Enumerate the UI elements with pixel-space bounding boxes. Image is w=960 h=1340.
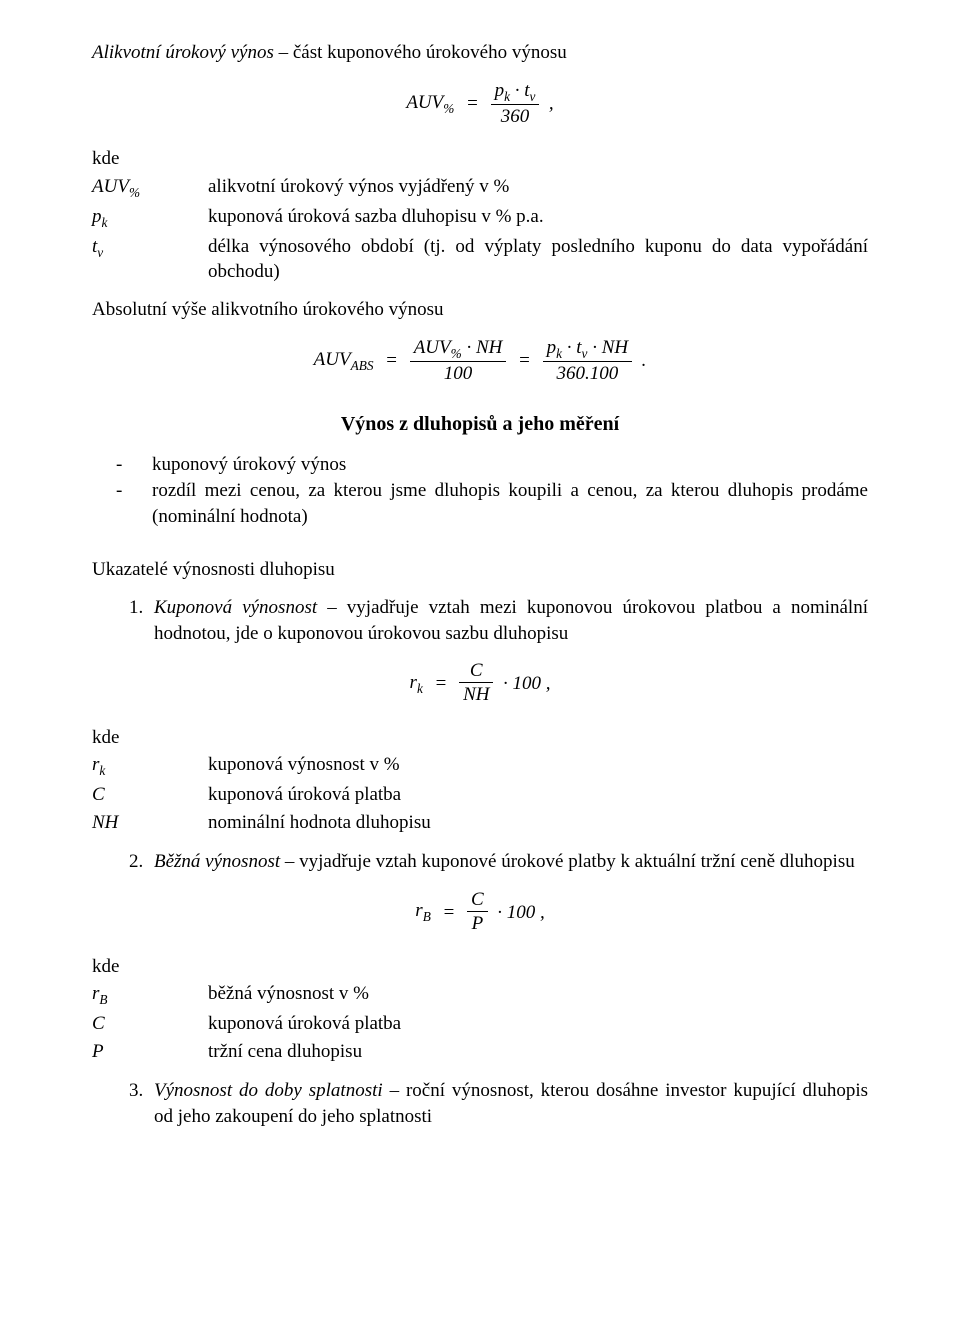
- kde-label: kde: [92, 954, 868, 980]
- dash-list: kuponový úrokový výnos rozdíl mezi cenou…: [92, 452, 868, 529]
- section-heading: Výnos z dluhopisů a jeho měření: [92, 411, 868, 438]
- dash-item: kuponový úrokový výnos: [134, 452, 868, 478]
- abs-line: Absolutní výše alikvotního úrokového výn…: [92, 297, 868, 323]
- indicator-list-3: Výnosnost do doby splatnosti – roční výn…: [92, 1078, 868, 1129]
- formula-rb: rB = C P · 100 ,: [92, 889, 868, 936]
- def-list-2: kde rk kuponová výnosnost v % C kuponová…: [92, 725, 868, 838]
- intro-rest: – část kuponového úrokového výnosu: [274, 42, 567, 63]
- indicator-list-1: Kuponová výnosnost – vyjadřuje vztah mez…: [92, 595, 868, 646]
- indicators-line: Ukazatelé výnosnosti dluhopisu: [92, 557, 868, 583]
- indicator-list-2: Běžná výnosnost – vyjadřuje vztah kupono…: [92, 849, 868, 875]
- indicator-item: Kuponová výnosnost – vyjadřuje vztah mez…: [148, 595, 868, 646]
- formula-rk: rk = C NH · 100 ,: [92, 660, 868, 707]
- indicator-item: Výnosnost do doby splatnosti – roční výn…: [148, 1078, 868, 1129]
- kde-label: kde: [92, 146, 868, 172]
- kde-label: kde: [92, 725, 868, 751]
- def-list-1: kde AUV% alikvotní úrokový výnos vyjádře…: [92, 146, 868, 284]
- def-list-3: kde rB běžná výnosnost v % C kuponová úr…: [92, 954, 868, 1067]
- intro-line: Alikvotní úrokový výnos – část kuponovéh…: [92, 40, 868, 66]
- dash-item: rozdíl mezi cenou, za kterou jsme dluhop…: [134, 478, 868, 529]
- formula-auv-abs: AUVABS = AUV% · NH 100 = pk · tv · NH 36…: [92, 337, 868, 386]
- formula-auv-percent: AUV% = pk · tv 360 ,: [92, 80, 868, 129]
- intro-term: Alikvotní úrokový výnos: [92, 42, 274, 63]
- indicator-item: Běžná výnosnost – vyjadřuje vztah kupono…: [148, 849, 868, 875]
